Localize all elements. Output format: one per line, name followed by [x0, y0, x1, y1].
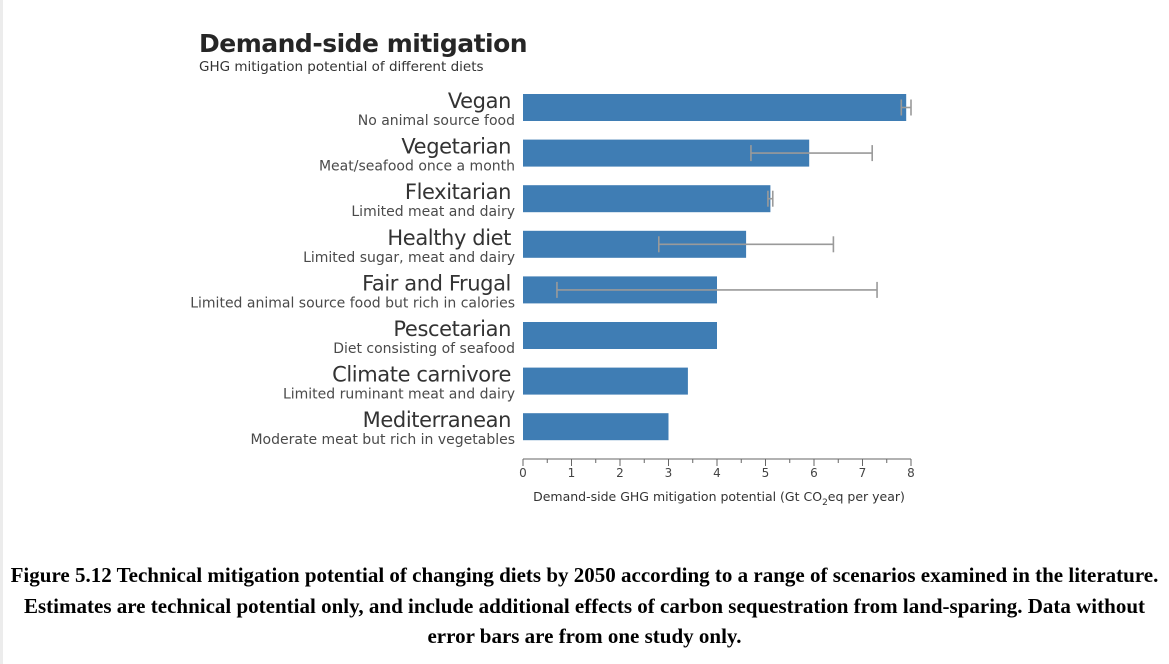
category-name-0: Vegan [448, 89, 511, 113]
chart-title: Demand-side mitigation [199, 29, 527, 58]
error-bar-0 [900, 99, 912, 116]
x-axis-label: Demand-side GHG mitigation potential (Gt… [533, 489, 905, 508]
bar-5 [523, 322, 717, 349]
bar-6 [523, 367, 688, 395]
category-name-7: Mediterranean [363, 408, 511, 432]
diet-mitigation-chart: Demand-side mitigation GHG mitigation po… [190, 29, 915, 508]
bar-7 [523, 413, 669, 441]
category-name-1: Vegetarian [401, 135, 511, 159]
x-tick-label: 3 [665, 466, 673, 480]
bar-2 [523, 185, 771, 213]
bars-layer [523, 94, 912, 441]
page-edge [0, 0, 3, 664]
error-bar-4 [556, 281, 878, 298]
error-bar-3 [657, 236, 835, 253]
x-tick-label: 0 [519, 466, 527, 480]
category-description-5: Diet consisting of seafood [333, 341, 515, 357]
chart-subtitle: GHG mitigation potential of different di… [199, 59, 484, 75]
bar-0 [523, 94, 907, 121]
x-tick-label: 8 [907, 466, 915, 480]
x-tick-label: 1 [568, 466, 576, 480]
category-description-3: Limited sugar, meat and dairy [303, 250, 515, 266]
category-description-7: Moderate meat but rich in vegetables [250, 432, 515, 448]
category-description-0: No animal source food [358, 113, 515, 129]
x-tick-label: 7 [859, 466, 867, 480]
error-bar-1 [750, 145, 874, 162]
x-tick-label: 5 [762, 466, 770, 480]
category-description-1: Meat/seafood once a month [319, 159, 515, 175]
x-tick-label: 6 [810, 466, 818, 480]
category-name-6: Climate carnivore [332, 363, 511, 387]
x-axis-label-prefix: Demand-side GHG mitigation potential (Gt… [533, 489, 822, 504]
figure-caption: Figure 5.12 Technical mitigation potenti… [10, 563, 1159, 648]
category-name-4: Fair and Frugal [362, 271, 511, 295]
x-tick-label: 2 [616, 466, 624, 480]
category-description-4: Limited animal source food but rich in c… [190, 295, 515, 311]
category-description-6: Limited ruminant meat and dairy [283, 387, 515, 403]
x-axis: 0 1 2 3 4 5 6 7 8 [519, 458, 915, 480]
x-axis-label-subscript: 2 [822, 498, 828, 508]
category-name-2: Flexitarian [405, 180, 511, 204]
category-name-3: Healthy diet [387, 226, 511, 250]
error-bar-2 [767, 190, 774, 207]
x-axis-label-suffix: eq per year) [828, 489, 905, 504]
category-description-2: Limited meat and dairy [351, 204, 515, 220]
x-tick-label: 4 [713, 466, 721, 480]
category-name-5: Pescetarian [393, 317, 511, 341]
